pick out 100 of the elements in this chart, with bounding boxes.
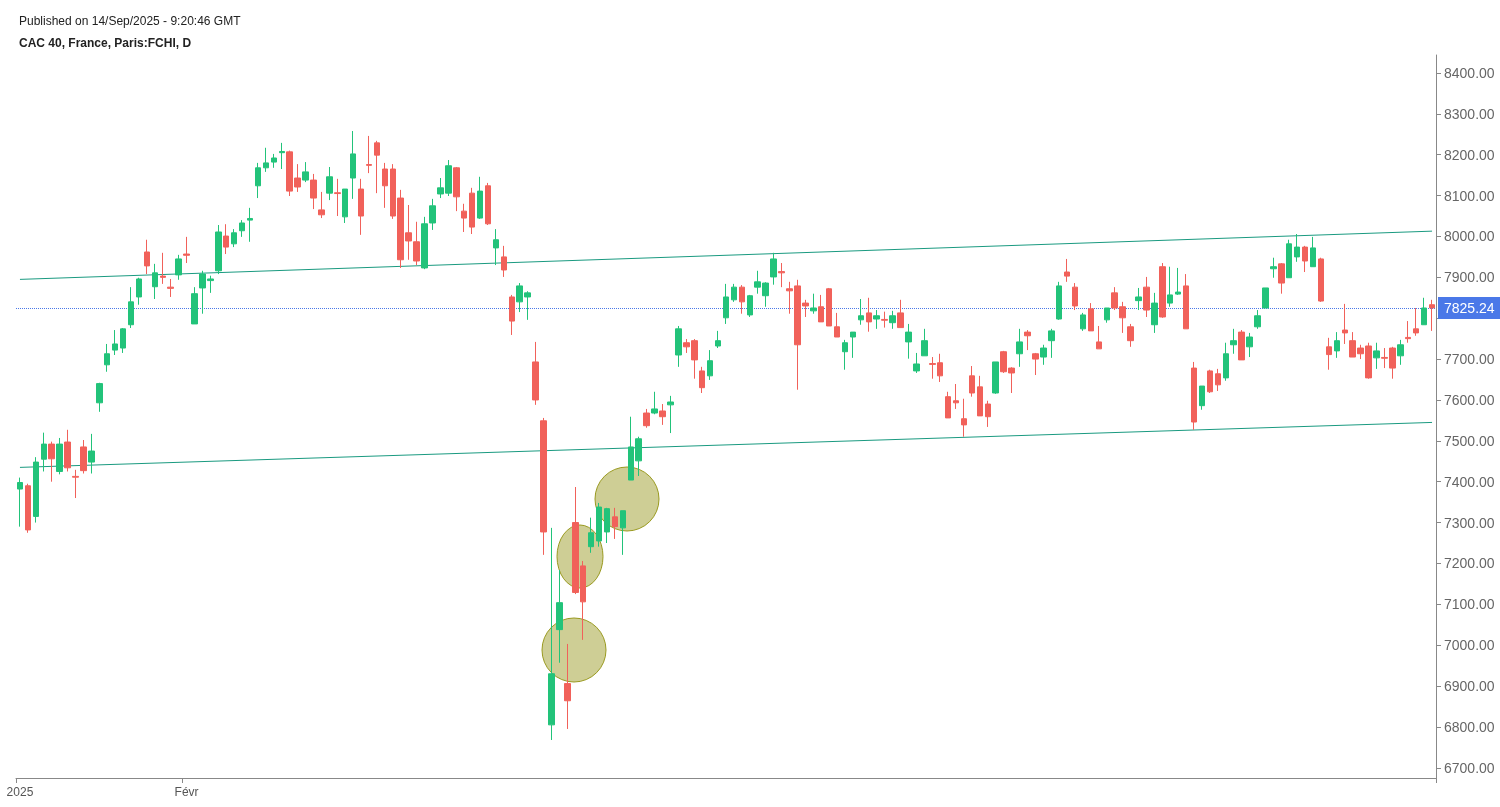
candlestick: [167, 278, 174, 298]
candlestick: [469, 187, 475, 235]
candlestick: [382, 162, 388, 209]
candlestick: [318, 191, 325, 219]
candlestick: [1032, 352, 1039, 376]
candlestick: [588, 517, 594, 554]
candlestick: [556, 569, 563, 664]
candlestick: [1175, 267, 1181, 296]
candlestick: [509, 294, 515, 336]
candlestick: [1302, 245, 1308, 273]
candlestick: [1080, 312, 1086, 332]
candlestick: [279, 142, 285, 170]
y-tick-label: 7200.00: [1444, 555, 1495, 572]
candlestick: [461, 203, 467, 233]
candlestick: [596, 502, 602, 548]
candlestick: [1016, 328, 1023, 368]
candlestick: [48, 441, 55, 483]
candlestick: [80, 439, 87, 475]
candlestick: [532, 341, 539, 406]
candlestick: [770, 252, 777, 286]
candlestick: [128, 286, 134, 329]
candlestick: [1254, 309, 1261, 330]
candlestick: [667, 395, 674, 434]
candlestick: [905, 323, 912, 360]
candlestick: [310, 173, 317, 210]
candlestick: [945, 391, 951, 419]
candlestick: [64, 429, 71, 472]
candlestick: [56, 437, 63, 475]
y-tick-label: 8000.00: [1444, 228, 1495, 245]
y-tick-label: 8400.00: [1444, 64, 1495, 81]
candlestick: [1413, 307, 1419, 337]
candlestick: [985, 400, 991, 428]
candlestick: [715, 330, 721, 349]
text: Published on 14/Sep/2025 - 9:20:46 GMT: [19, 14, 242, 28]
candlestick: [1088, 302, 1094, 332]
candlestick: [1215, 368, 1221, 392]
candlestick: [1127, 323, 1134, 348]
y-tick-label: 6800.00: [1444, 718, 1495, 735]
candlestick: [675, 325, 682, 368]
candlestick: [747, 294, 753, 318]
candlestick: [818, 294, 824, 323]
candlestick: [96, 382, 103, 413]
candlestick: [1143, 276, 1150, 318]
y-tick-label: 7100.00: [1444, 596, 1495, 613]
candlestick: [1373, 342, 1380, 370]
candlestick: [271, 153, 277, 169]
candlestick: [1238, 329, 1245, 361]
candlestick: [612, 507, 618, 540]
candlestick: [215, 224, 222, 275]
candlestick: [961, 398, 967, 438]
candlestick: [1397, 339, 1404, 366]
candlestick: [334, 178, 341, 217]
candlestick: [112, 329, 118, 356]
candlestick: [620, 510, 626, 556]
candlestick: [977, 375, 983, 417]
candlestick: [191, 286, 198, 325]
candlestick: [866, 297, 872, 333]
candlestick: [1342, 303, 1348, 345]
candlestick: [1191, 361, 1197, 431]
candlestick: [858, 298, 864, 326]
candlestick: [826, 287, 832, 327]
candlestick: [1294, 233, 1300, 263]
candlestick: [992, 361, 999, 395]
candlestick: [651, 391, 658, 415]
candlestick: [1334, 331, 1340, 359]
candlestick: [239, 219, 245, 238]
candlestick: [152, 263, 158, 300]
candlestick: [842, 339, 848, 371]
candlestick: [953, 383, 959, 410]
candlestick: [223, 223, 229, 255]
candlestick: [548, 527, 555, 741]
candlestick: [1230, 328, 1237, 355]
candlestick: [1262, 287, 1269, 309]
candlestick: [1310, 236, 1316, 268]
candlestick: [17, 477, 23, 528]
candlestick: [1104, 307, 1110, 324]
y-tick-label: 7000.00: [1444, 637, 1495, 654]
candlestick: [1405, 320, 1411, 344]
candlestick: [183, 236, 190, 264]
y-tick-label: 7300.00: [1444, 514, 1495, 531]
candlestick: [25, 483, 31, 534]
candlestick: [255, 162, 261, 199]
candlestick: [1318, 257, 1324, 303]
candlestick: [33, 456, 39, 524]
candlestick: [263, 147, 269, 173]
candlestick: [326, 166, 333, 201]
candlestick: [1048, 328, 1055, 359]
candlestick: [1096, 325, 1102, 350]
candlestick: [477, 176, 483, 220]
candlestick: [731, 283, 737, 303]
ref-line-label: 7825.24: [1444, 299, 1495, 316]
candlestick: [834, 312, 840, 338]
candlestick: [1199, 385, 1205, 411]
x-tick-label: 2025: [6, 785, 34, 799]
candlestick: [1246, 332, 1253, 358]
candlestick: [643, 408, 650, 429]
y-tick-label: 7900.00: [1444, 269, 1495, 286]
candlestick: [1286, 239, 1292, 279]
candlestick: [1429, 299, 1435, 332]
candlestick: [1135, 287, 1142, 311]
